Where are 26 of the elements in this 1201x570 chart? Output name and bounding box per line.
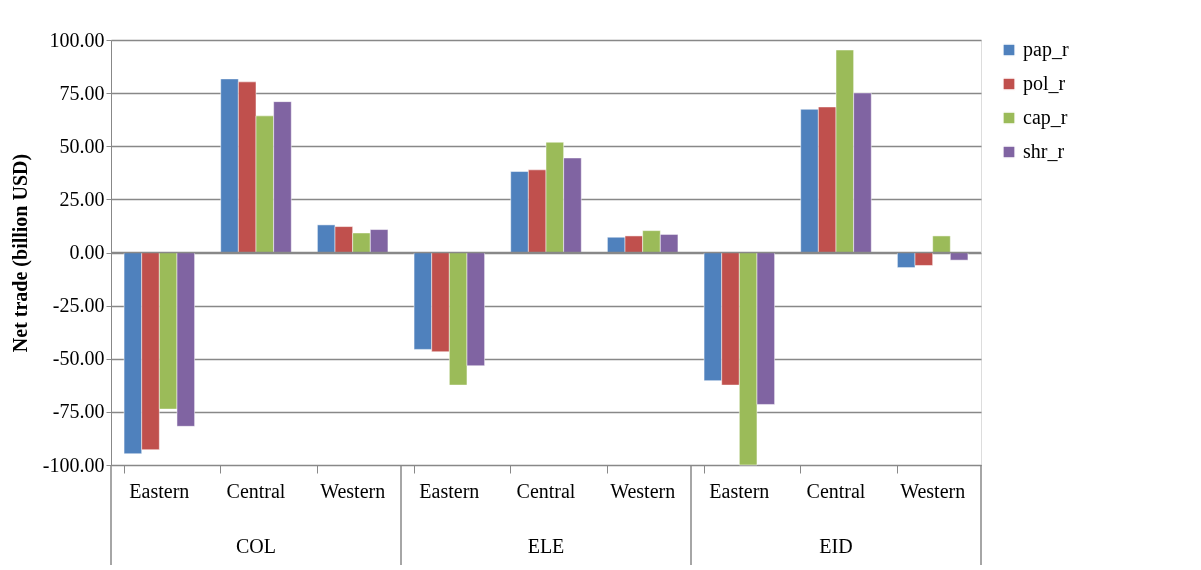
y-tick-label: -100.00 (42, 453, 105, 476)
x-tick-label: Central (226, 479, 286, 502)
y-axis-title: Net trade (billion USD) (8, 153, 32, 353)
text: COL (236, 535, 276, 557)
x-tick-label: Western (320, 479, 386, 502)
y-tick-label: -25.00 (52, 294, 105, 317)
legend-label: pap_r (1023, 38, 1069, 61)
y-tick-label: -50.00 (52, 347, 105, 370)
x-tick-label: Central (806, 479, 866, 502)
x-tick-label: Eastern (419, 479, 480, 502)
x-tick-label: Western (610, 479, 676, 502)
y-tick-label: 100.00 (49, 28, 105, 51)
y-tick-label: 50.00 (59, 134, 105, 157)
y-tick-label: 75.00 (59, 81, 105, 104)
x-tick-label: Western (900, 479, 966, 502)
y-tick-label: 25.00 (59, 187, 105, 210)
legend-label: shr_r (1023, 140, 1065, 162)
y-tick-label: -75.00 (52, 400, 105, 423)
y-tick-label: 0.00 (69, 241, 105, 263)
text: ELE (527, 535, 565, 557)
legend-label: cap_r (1023, 106, 1068, 129)
x-tick-label: Eastern (129, 479, 190, 502)
x-tick-label: Eastern (709, 479, 770, 502)
text: EID (819, 535, 853, 557)
x-tick-label: Central (516, 479, 576, 502)
legend-label: pol_r (1023, 72, 1066, 95)
